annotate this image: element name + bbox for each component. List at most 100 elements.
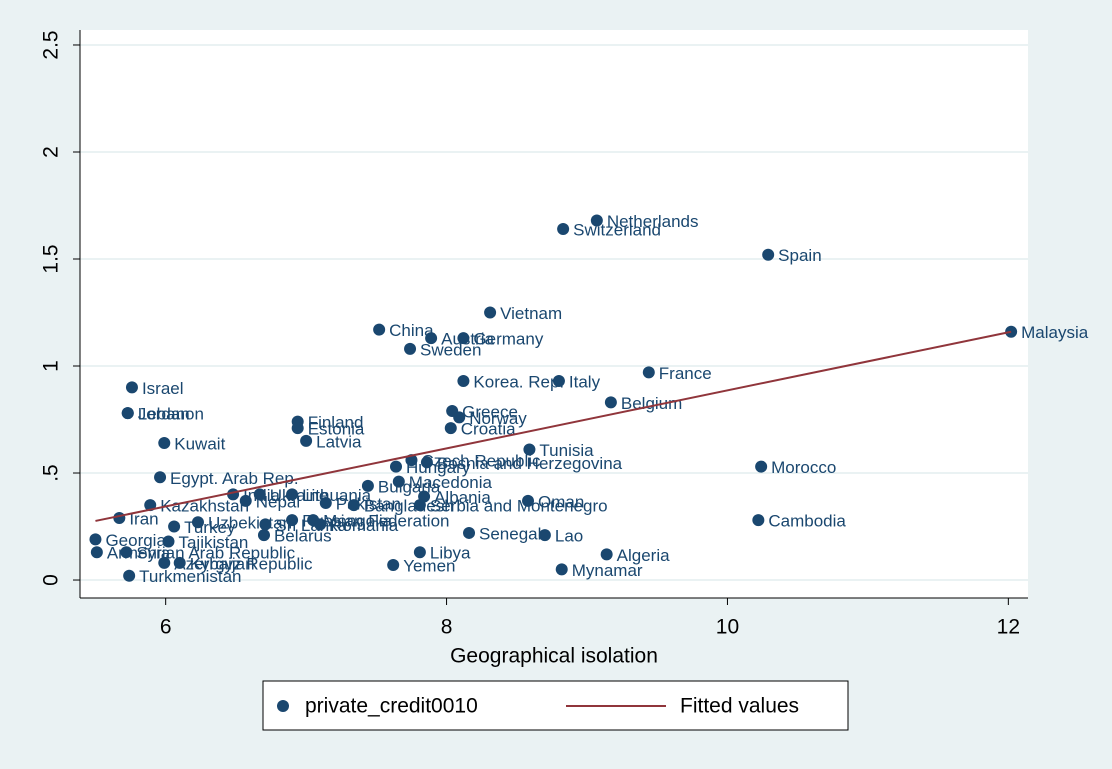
y-tick-label: 2.5: [40, 30, 63, 59]
point-label: Bosnia and Herzegovina: [437, 454, 623, 473]
point-label: Tajikistan: [178, 533, 248, 552]
point: [361, 479, 374, 492]
point-label: Sri Lanka: [275, 516, 347, 535]
point-label: Mongolia: [323, 512, 393, 531]
point: [113, 511, 126, 524]
point-label: Kyrgyz Republic: [190, 554, 313, 573]
point: [90, 546, 103, 559]
point: [392, 475, 405, 488]
grid: [80, 43, 1028, 582]
point-label: Pakistan: [336, 494, 401, 513]
point-label: China: [389, 321, 434, 340]
point-label: Morocco: [771, 458, 836, 477]
point: [762, 248, 775, 261]
point: [319, 496, 332, 509]
point: [253, 488, 266, 501]
point: [538, 529, 551, 542]
point: [286, 514, 299, 527]
point: [257, 529, 270, 542]
point-label: Lebanon: [138, 405, 204, 424]
point: [590, 214, 603, 227]
point: [286, 488, 299, 501]
point-label: Greece: [462, 402, 518, 421]
point-label: Hungary: [406, 458, 471, 477]
point: [453, 411, 466, 424]
y-tick-label: 0: [40, 574, 63, 586]
point-label: Cambodia: [768, 512, 846, 531]
point-label: Finland: [308, 413, 364, 432]
point-label: Switzerland: [573, 221, 661, 240]
point: [642, 366, 655, 379]
point-label: Serbia and Montenegro: [430, 497, 608, 516]
point-label: Romania: [330, 516, 399, 535]
x-tick-label: 12: [997, 616, 1020, 639]
point-label: Turkmenistan: [139, 567, 241, 586]
point-label: Azerbaijan: [174, 554, 254, 573]
point: [120, 546, 133, 559]
point: [300, 434, 313, 447]
point: [227, 488, 240, 501]
point: [121, 407, 134, 420]
point-label: Netherlands: [607, 212, 699, 231]
point-label: Belgium: [621, 394, 682, 413]
point: [523, 443, 536, 456]
point: [154, 471, 167, 484]
point-label: Nepal: [256, 492, 300, 511]
point-label: Bangladesh: [364, 497, 454, 516]
point: [600, 548, 613, 561]
point-label: Albania: [434, 488, 491, 507]
point-label: Georgia: [105, 531, 166, 550]
point: [387, 559, 400, 572]
point-label: Uzbekistan: [208, 514, 292, 533]
x-tick-label: 8: [441, 616, 453, 639]
y-tick-label: .5: [40, 464, 63, 482]
point-label: Senegal: [479, 524, 541, 543]
point: [413, 546, 426, 559]
point: [89, 533, 102, 546]
point: [259, 518, 272, 531]
point-label: Lao: [555, 527, 583, 546]
point-label: Croatia: [461, 420, 516, 439]
point: [191, 516, 204, 529]
point-label: Belarus: [274, 527, 332, 546]
point-label: Korea. Rep.: [473, 372, 564, 391]
y-tick-label: 1: [40, 360, 63, 372]
point: [457, 374, 470, 387]
plot-area: [80, 30, 1028, 598]
x-tick-label: 6: [160, 616, 172, 639]
legend: [262, 680, 849, 731]
fit-line: [95, 330, 1012, 522]
point: [314, 518, 327, 531]
point: [425, 332, 438, 345]
y-tick-label: 2: [40, 146, 63, 158]
point-label: Syrian Arab Republic: [136, 544, 295, 563]
point: [555, 563, 568, 576]
axes: 0 .5 1 1.5 2 2.5 6 8 10 12: [40, 30, 1020, 638]
point: [173, 556, 186, 569]
point-label: Malaysia: [1021, 323, 1089, 342]
point: [158, 437, 171, 450]
point-label: Latvia: [316, 432, 362, 451]
point: [390, 460, 402, 473]
point-label: Ukraine: [270, 486, 329, 505]
point-label: Kuwait: [174, 435, 225, 454]
point-label: Russian Federation: [302, 512, 449, 531]
point-label: Norway: [469, 409, 527, 428]
point: [291, 422, 304, 435]
point: [552, 374, 565, 387]
point: [522, 494, 535, 507]
point: [125, 381, 138, 394]
point: [420, 456, 433, 469]
y-tick-label: 1.5: [40, 244, 63, 273]
x-axis-title: Geographical isolation: [450, 645, 658, 668]
point: [413, 499, 426, 512]
point: [404, 342, 417, 355]
point-label: Germany: [473, 330, 543, 349]
point: [752, 514, 765, 527]
point: [158, 556, 171, 569]
point-label: Estonia: [308, 420, 365, 439]
point-label: Yemen: [403, 557, 455, 576]
point-label: Jordan: [138, 405, 190, 424]
